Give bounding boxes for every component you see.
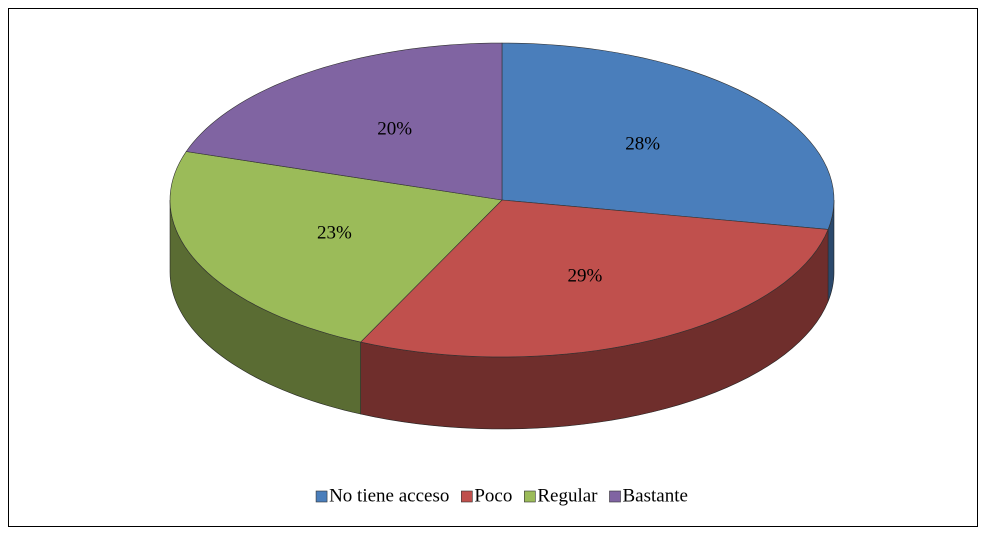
legend-item: Poco xyxy=(461,485,512,506)
legend-swatch xyxy=(461,490,473,503)
legend-item: No tiene acceso xyxy=(315,485,449,506)
legend-swatch xyxy=(315,490,328,503)
legend-label: No tiene acceso xyxy=(329,485,449,506)
pie-side-shade xyxy=(828,200,834,302)
pie-slice xyxy=(169,151,503,343)
legend-item: Regular xyxy=(524,485,598,506)
data-label: 23% xyxy=(317,223,352,244)
legend-item: Bastante xyxy=(609,485,688,506)
legend-swatch xyxy=(609,490,621,503)
pie-slice xyxy=(360,199,829,358)
data-label: 29% xyxy=(567,265,602,286)
data-label: 20% xyxy=(377,119,412,140)
pie-side-shade xyxy=(170,200,361,415)
legend-label: Poco xyxy=(474,485,512,506)
pie-slice xyxy=(501,42,835,230)
pie-slice xyxy=(185,42,503,201)
legend-label: Bastante xyxy=(623,485,688,506)
pie-side-shade xyxy=(360,229,829,429)
legend-label: Regular xyxy=(537,485,598,506)
data-label: 28% xyxy=(625,133,660,154)
legend-swatch xyxy=(524,490,536,503)
